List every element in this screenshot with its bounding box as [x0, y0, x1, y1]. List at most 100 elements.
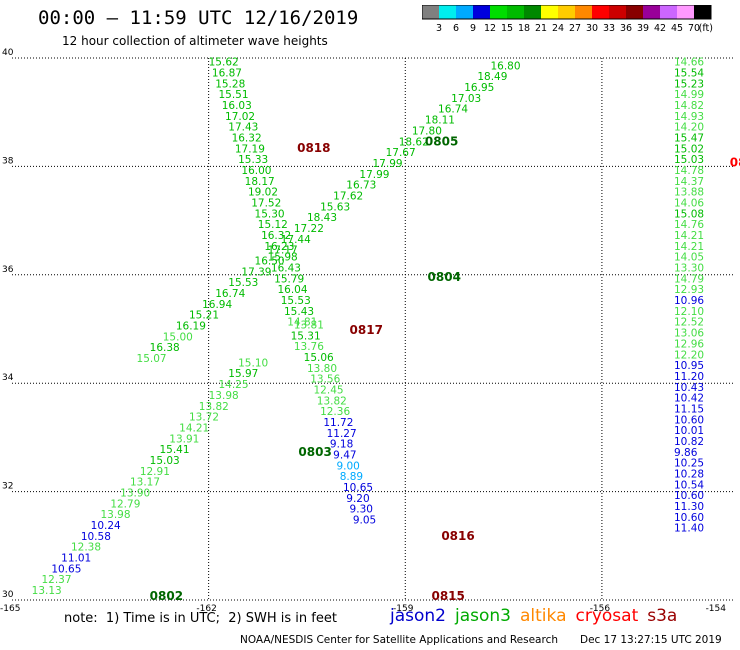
grid: 30 32 34 36 38 40 — [2, 48, 733, 601]
colorbar-swatch — [609, 5, 626, 19]
wave-height-value: 15.98 — [268, 252, 298, 264]
wave-height-value: 16.80 — [490, 60, 520, 72]
wave-height-value: 15.43 — [284, 306, 314, 318]
wave-height-value: 14.81 — [287, 317, 317, 329]
footer-note: note: 1) Time is in UTC; 2) SWH is in fe… — [64, 611, 337, 626]
x-tick-label: -159 — [393, 604, 414, 612]
satellite-legend: jason2 jason3 altika cryosat s3a — [390, 606, 686, 626]
wave-height-value: 13.88 — [674, 187, 704, 199]
colorbar-swatch — [456, 5, 473, 19]
colorbar-swatch — [507, 5, 524, 19]
wave-height-value: 16.94 — [202, 299, 232, 311]
wave-height-value: 10.96 — [674, 295, 704, 307]
wave-height-value: 10.60 — [674, 512, 704, 524]
colorbar-swatch — [677, 5, 694, 19]
colorbar-label: 9 — [470, 23, 476, 34]
wave-height-value: 17.99 — [373, 158, 403, 170]
wave-height-value: 10.42 — [674, 393, 704, 405]
colorbar-swatch — [592, 5, 609, 19]
wave-height-value: 8.89 — [340, 471, 363, 483]
wave-height-value: 12.20 — [674, 349, 704, 361]
wave-height-value: 13.90 — [120, 487, 150, 499]
pass-time-label: 0802 — [150, 589, 183, 603]
wave-height-value: 10.95 — [674, 360, 704, 372]
wave-height-value: 13.17 — [130, 477, 160, 489]
pass-time-label: 0816 — [441, 529, 474, 543]
wave-height-value: 9.20 — [346, 493, 369, 505]
colorbar-swatch — [422, 5, 439, 19]
colorbar-label: 33 — [603, 23, 615, 34]
wave-height-value: 14.21 — [179, 422, 209, 434]
pass-time-label: 0833 — [730, 155, 740, 169]
wave-height-value: 12.52 — [674, 317, 704, 329]
wave-height-value: 16.32 — [232, 132, 262, 144]
wave-height-value: 13.13 — [32, 585, 62, 597]
colorbar-swatch — [473, 5, 490, 19]
y-tick-label: 30 — [2, 590, 14, 600]
wave-height-value: 16.95 — [464, 82, 494, 94]
y-tick-label: 34 — [2, 373, 14, 383]
x-ticks: -165-162-159-156-153-154 — [0, 604, 727, 612]
x-tick-label: -162 — [196, 604, 216, 612]
x-tick-label: -156 — [590, 604, 611, 612]
wave-height-value: 12.10 — [674, 306, 704, 318]
wave-height-value: 17.67 — [386, 147, 416, 159]
wave-height-value: 17.19 — [235, 143, 265, 155]
footer-timestamp: Dec 17 13:27:15 UTC 2019 — [580, 634, 722, 646]
pass-time-label: 0803 — [298, 445, 331, 459]
colorbar-swatch — [575, 5, 592, 19]
colorbar-label: 42 — [654, 23, 666, 34]
wave-height-value: 19.02 — [248, 187, 278, 199]
x-tick-label: -154 — [706, 604, 727, 612]
colorbar-label: 39 — [637, 23, 649, 34]
colorbar-swatch — [643, 5, 660, 19]
wave-height-value: 13.30 — [674, 263, 704, 275]
wave-height-value: 13.56 — [310, 374, 340, 386]
wave-height-value: 13.82 — [317, 395, 347, 407]
wave-height-value: 16.74 — [438, 104, 468, 116]
chart-subtitle: 12 hour collection of altimeter wave hei… — [62, 34, 328, 48]
wave-height-value: 15.97 — [228, 368, 258, 380]
colorbar-label: 30 — [586, 23, 598, 34]
colorbar-label: 45 — [671, 23, 683, 34]
wave-height-value: 13.76 — [294, 341, 324, 353]
wave-height-value: 14.05 — [674, 252, 704, 264]
colorbar-swatch — [626, 5, 643, 19]
wave-height-value: 9.00 — [336, 460, 359, 472]
wave-height-value: 14.06 — [674, 198, 704, 210]
wave-height-value: 17.62 — [333, 190, 363, 202]
pass-time-label: 0805 — [425, 134, 458, 148]
wave-height-value: 10.60 — [674, 414, 704, 426]
wave-height-value: 15.79 — [274, 273, 304, 285]
wave-height-value: 18.11 — [425, 115, 455, 127]
colorbar-swatch — [439, 5, 456, 19]
wave-height-value: 14.78 — [674, 165, 704, 177]
pass-time-label: 0817 — [350, 323, 383, 337]
colorbar-label: 12 — [484, 23, 496, 34]
wave-height-value: 13.98 — [100, 509, 130, 521]
wave-height-value: 12.91 — [140, 466, 170, 478]
wave-height-value: 16.38 — [150, 342, 180, 354]
wave-height-value: 14.25 — [218, 379, 248, 391]
wave-height-value: 15.08 — [674, 208, 704, 220]
wave-height-value: 9.30 — [350, 504, 373, 516]
wave-height-value: 10.25 — [674, 458, 704, 470]
colorbar-label: 24 — [552, 23, 564, 34]
legend-item: jason2 — [390, 606, 446, 626]
pass-time-label: 0818 — [297, 141, 330, 155]
wave-height-plot: 303234363840-165-162-159-156-153-15415.6… — [0, 48, 740, 612]
wave-height-value: 9.47 — [333, 450, 356, 462]
colorbar-label: 21 — [535, 23, 547, 34]
wave-height-value: 12.38 — [71, 542, 101, 554]
wave-height-value: 9.86 — [674, 447, 698, 459]
wave-height-value: 15.28 — [215, 78, 245, 90]
wave-height-value: 15.02 — [674, 143, 704, 155]
wave-height-value: 17.80 — [412, 125, 442, 137]
wave-height-value: 16.03 — [222, 100, 252, 112]
wave-height-value: 10.43 — [674, 382, 704, 394]
colorbar-label: 6 — [453, 23, 459, 34]
wave-height-value: 15.03 — [674, 154, 704, 166]
wave-height-value: 12.96 — [674, 338, 704, 350]
wave-height-value: 16.04 — [277, 284, 307, 296]
wave-height-value: 14.99 — [674, 89, 704, 101]
